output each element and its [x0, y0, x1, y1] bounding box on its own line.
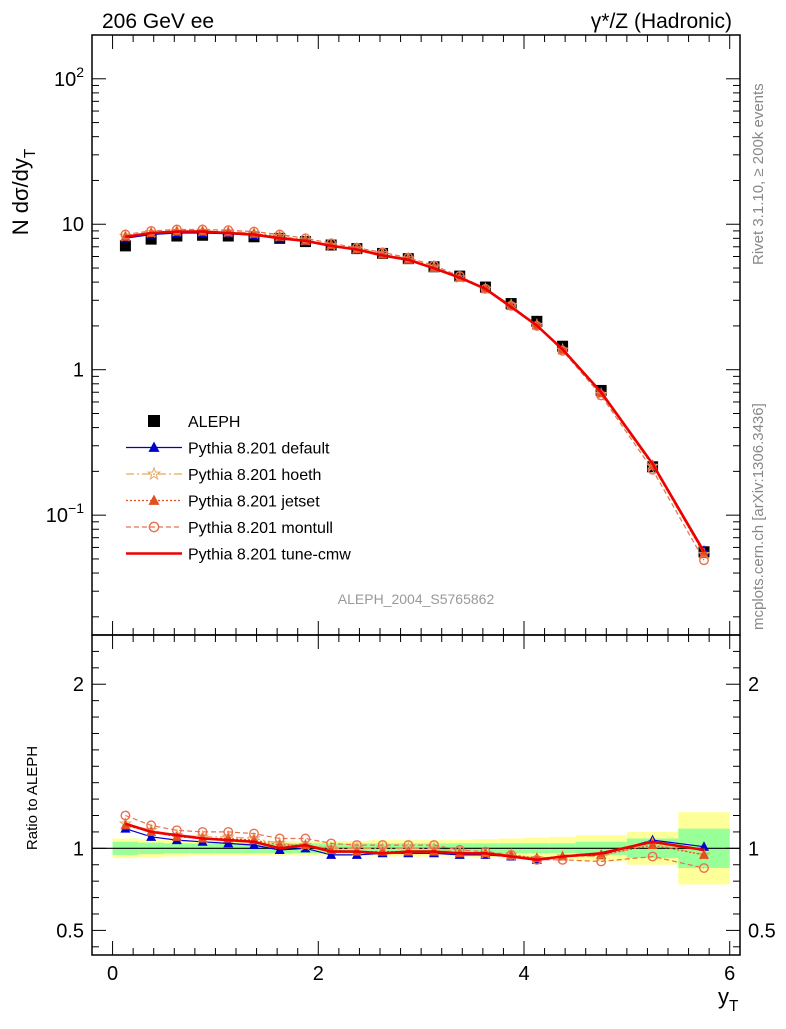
analysis-id-label: ALEPH_2004_S5765862	[338, 591, 495, 607]
main-y-tick-label: 1	[73, 360, 84, 382]
ratio-point-montull	[120, 810, 131, 821]
main-point-data	[119, 240, 131, 252]
ratio-series-line-tune-cmw	[125, 822, 705, 862]
main-point-montull	[249, 226, 259, 237]
ratio-y-tick-label-left: 0.5	[56, 920, 84, 942]
main-y-tick-label: 10−1	[46, 500, 84, 527]
main-panel-series	[118, 223, 711, 566]
ratio-point-jetset	[647, 839, 658, 850]
ratio-y-tick-label-left: 2	[73, 674, 84, 696]
legend-label-tune-cmw: Pythia 8.201 tune-cmw	[188, 547, 351, 564]
main-ylabel: N dσ/dyT	[8, 148, 39, 235]
ratio-point-montull	[377, 840, 388, 851]
legend: ALEPH Pythia 8.201 default Pythia 8.201 ho…	[126, 414, 351, 564]
legend-label-data: ALEPH	[188, 414, 240, 431]
ratio-point-montull	[351, 840, 362, 851]
legend-label-hoeth: Pythia 8.201 hoeth	[188, 467, 321, 484]
main-point-montull	[171, 224, 182, 235]
ratio-panel-axes: 0.5 0.5 1 1 2 2 0 2 4 6	[56, 635, 776, 985]
main-ylabel-text: N dσ/dyT	[8, 148, 39, 235]
x-tick-label: 6	[724, 963, 735, 985]
ratio-y-tick-label-right: 0.5	[748, 920, 776, 942]
main-point-data	[145, 233, 157, 245]
main-point-montull	[531, 320, 542, 331]
ratio-y-tick-label-right: 2	[748, 674, 759, 696]
main-panel-axes: 10−1 1 10 102	[46, 34, 740, 635]
ratio-series-line-montull	[125, 814, 705, 869]
legend-marker-data	[148, 415, 160, 427]
legend-marker-montull	[148, 521, 160, 533]
legend-label-jetset: Pythia 8.201 jetset	[188, 494, 320, 511]
ratio-point-default	[223, 837, 234, 848]
mcplots-reference-text: mcplots.cern.ch [arXiv:1306.3436]	[750, 403, 767, 630]
ratio-y-tick-label-left: 1	[73, 838, 84, 860]
main-point-montull	[506, 300, 517, 311]
ratio-point-montull	[146, 820, 157, 831]
main-point-montull	[480, 283, 491, 294]
ratio-point-montull	[480, 846, 491, 857]
x-tick-label: 0	[107, 963, 118, 985]
ratio-point-montull	[223, 826, 234, 837]
ratio-point-montull	[429, 840, 439, 851]
ratio-panel-frame	[91, 634, 741, 956]
ratio-panel-series	[118, 810, 711, 873]
ratio-point-montull	[596, 856, 607, 867]
ratio-point-montull	[699, 863, 709, 873]
ratio-point-montull	[197, 826, 208, 837]
ratio-point-montull	[403, 840, 414, 851]
ratio-point-montull	[249, 828, 259, 839]
ratio-point-montull	[274, 833, 285, 844]
main-series-line-tune-cmw	[125, 230, 706, 553]
main-point-montull	[403, 252, 414, 263]
x-tick-label: 2	[313, 963, 324, 985]
main-point-montull	[699, 555, 709, 566]
ratio-point-default	[146, 831, 157, 841]
ratio-point-montull	[300, 833, 311, 844]
header-left-label: 206 GeV ee	[102, 10, 214, 33]
main-point-montull	[557, 345, 568, 356]
rivet-version-text: Rivet 3.1.10, ≥ 200k events	[750, 83, 767, 265]
xlabel-text: yT	[718, 984, 739, 1015]
legend-label-default: Pythia 8.201 default	[188, 441, 330, 458]
legend-label-montull: Pythia 8.201 montull	[188, 520, 333, 537]
ratio-point-montull	[326, 838, 337, 849]
header-right-label: γ*/Z (Hadronic)	[591, 10, 732, 33]
main-panel-frame	[91, 34, 741, 636]
ratio-point-montull	[647, 851, 658, 862]
main-point-montull	[120, 229, 131, 240]
main-y-tick-label: 10	[62, 214, 84, 236]
ratio-ylabel-text: Ratio to ALEPH	[24, 746, 41, 850]
legend-marker-default	[148, 441, 160, 452]
ratio-point-default	[249, 839, 259, 850]
main-point-montull	[146, 225, 157, 236]
main-point-montull	[197, 224, 208, 235]
x-tick-label: 4	[518, 963, 529, 985]
ratio-point-jetset	[699, 849, 709, 859]
main-point-montull	[300, 233, 311, 244]
ratio-y-tick-label-right: 1	[748, 838, 759, 860]
legend-marker-jetset	[148, 494, 160, 505]
main-series-line-montull	[125, 228, 705, 561]
ratio-point-default	[326, 849, 337, 859]
main-point-montull	[223, 225, 234, 236]
main-point-montull	[326, 238, 337, 249]
main-y-tick-label: 102	[54, 64, 84, 91]
legend-marker-hoeth	[146, 466, 162, 481]
